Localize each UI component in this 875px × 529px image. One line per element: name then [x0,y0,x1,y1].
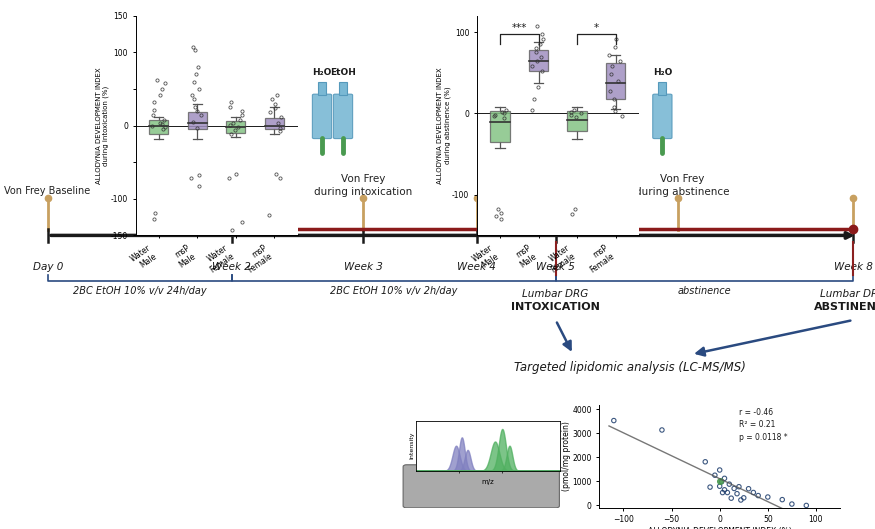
Point [727,484,741,492]
Bar [340,82,346,95]
Point [785,500,799,508]
Text: Lumbar DRG: Lumbar DRG [522,289,589,299]
Point [698,458,712,466]
Point [730,489,744,498]
Text: INTOXICATION: INTOXICATION [511,302,600,312]
Point [716,488,730,497]
Y-axis label: ALLODYNIA DEVELOPMENT INDEX
during intoxication (%): ALLODYNIA DEVELOPMENT INDEX during intox… [96,67,109,184]
Y-axis label: Intensity: Intensity [410,432,414,459]
Point [607,416,621,425]
FancyBboxPatch shape [333,94,353,139]
Text: Von Frey Baseline: Von Frey Baseline [4,187,91,196]
Bar [265,118,284,129]
Text: Von Frey
during intoxication: Von Frey during intoxication [314,175,412,197]
Point [723,480,737,488]
Point [708,471,722,479]
Point [712,466,726,474]
Bar [490,111,509,142]
FancyBboxPatch shape [653,94,672,139]
Text: 2BC EtOH 10% v/v 24h/day: 2BC EtOH 10% v/v 24h/day [74,286,206,296]
Bar [227,121,246,133]
Point [718,486,732,494]
Text: Week 3: Week 3 [344,262,382,272]
Point [761,493,775,501]
FancyBboxPatch shape [312,94,332,139]
Text: H₂O: H₂O [653,68,672,77]
Bar [568,111,587,131]
Point [732,482,746,491]
Text: H₂O: H₂O [312,68,332,77]
X-axis label: m/z: m/z [481,479,494,485]
Bar [528,50,548,71]
Point [724,494,738,503]
Bar [606,63,626,99]
Point [746,488,760,497]
Text: 2BC EtOH 10% v/v 2h/day: 2BC EtOH 10% v/v 2h/day [330,286,458,296]
Text: EtOH: EtOH [330,68,356,77]
Bar [187,113,206,129]
Bar [318,82,326,95]
Point [715,478,729,486]
Text: ***: *** [512,23,527,33]
FancyBboxPatch shape [403,465,559,508]
Bar [149,120,168,134]
Text: Week 2: Week 2 [213,262,251,272]
Point [712,482,726,490]
Text: Week 4: Week 4 [458,262,496,272]
Text: Week 8: Week 8 [834,262,872,272]
X-axis label: ALLODYNIA DEVELOPMENT INDEX (%): ALLODYNIA DEVELOPMENT INDEX (%) [648,527,792,529]
Point [737,494,751,502]
Text: ABSTINENCE: ABSTINENCE [814,302,875,312]
Text: Von Frey
during abstinence: Von Frey during abstinence [635,175,730,197]
Point [718,474,732,482]
Point [742,485,756,493]
Text: Day 0: Day 0 [33,262,63,272]
Y-axis label: ALLODYNIA DEVELOPMENT INDEX
during abstinence (%): ALLODYNIA DEVELOPMENT INDEX during absti… [438,67,451,184]
Bar [659,82,667,95]
Point [751,491,765,500]
Y-axis label: 2-AG
(pmol/mg protein): 2-AG (pmol/mg protein) [550,421,570,491]
Point [712,477,726,486]
Text: *: * [594,23,598,33]
Text: r = -0.46
R² = 0.21
p = 0.0118 *: r = -0.46 R² = 0.21 p = 0.0118 * [738,408,788,442]
Point [775,495,789,504]
Text: Targeted lipidomic analysis (LC-MS/MS): Targeted lipidomic analysis (LC-MS/MS) [514,361,746,374]
Point [654,426,669,434]
Point [734,496,748,504]
Text: Lumbar DRG: Lumbar DRG [820,289,875,299]
Text: abstinence: abstinence [677,286,732,296]
Point [800,501,814,509]
Text: Week 5: Week 5 [536,262,575,272]
Point [720,488,734,497]
Point [704,483,717,491]
